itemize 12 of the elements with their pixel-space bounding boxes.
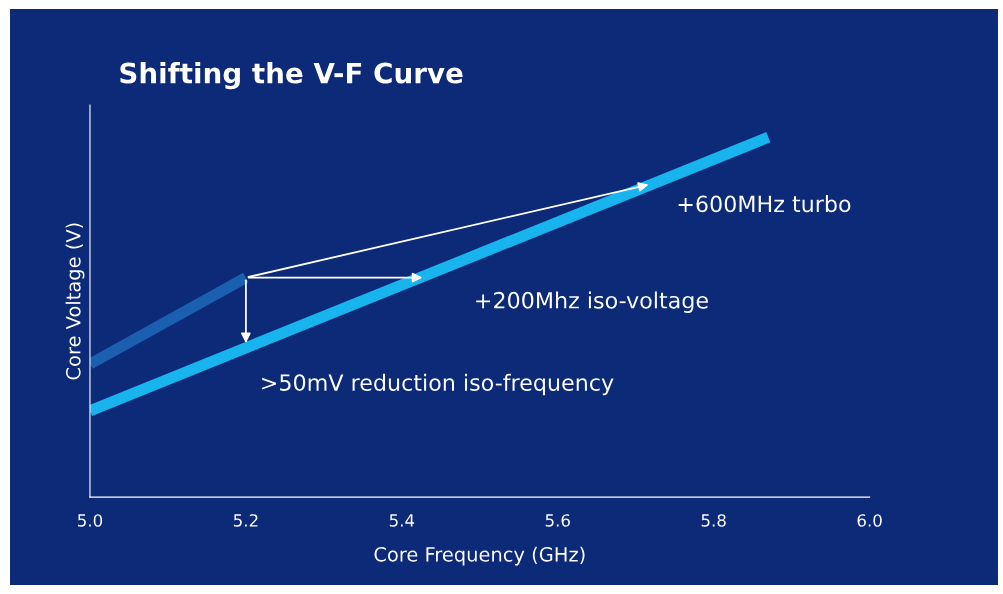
x-tick-label: 5.8	[701, 514, 726, 527]
x-tick-label: 6.0	[857, 514, 882, 527]
annotation: +200Mhz iso-voltage	[476, 291, 708, 313]
x-axis-title: Core Frequency (GHz)	[374, 546, 585, 566]
y-axis-title: Core Voltage (V)	[65, 223, 85, 380]
annotation: >50mV reduction iso-frequency	[262, 373, 614, 396]
x-tick-label: 5.0	[78, 514, 103, 527]
x-tick-label: 5.6	[545, 514, 570, 527]
x-tick-label: 5.4	[389, 514, 415, 527]
annotation: +600MHz turbo	[678, 195, 851, 213]
chart-title: Shifting the V-F Curve	[120, 62, 463, 90]
x-tick-label: 5.2	[233, 514, 258, 527]
